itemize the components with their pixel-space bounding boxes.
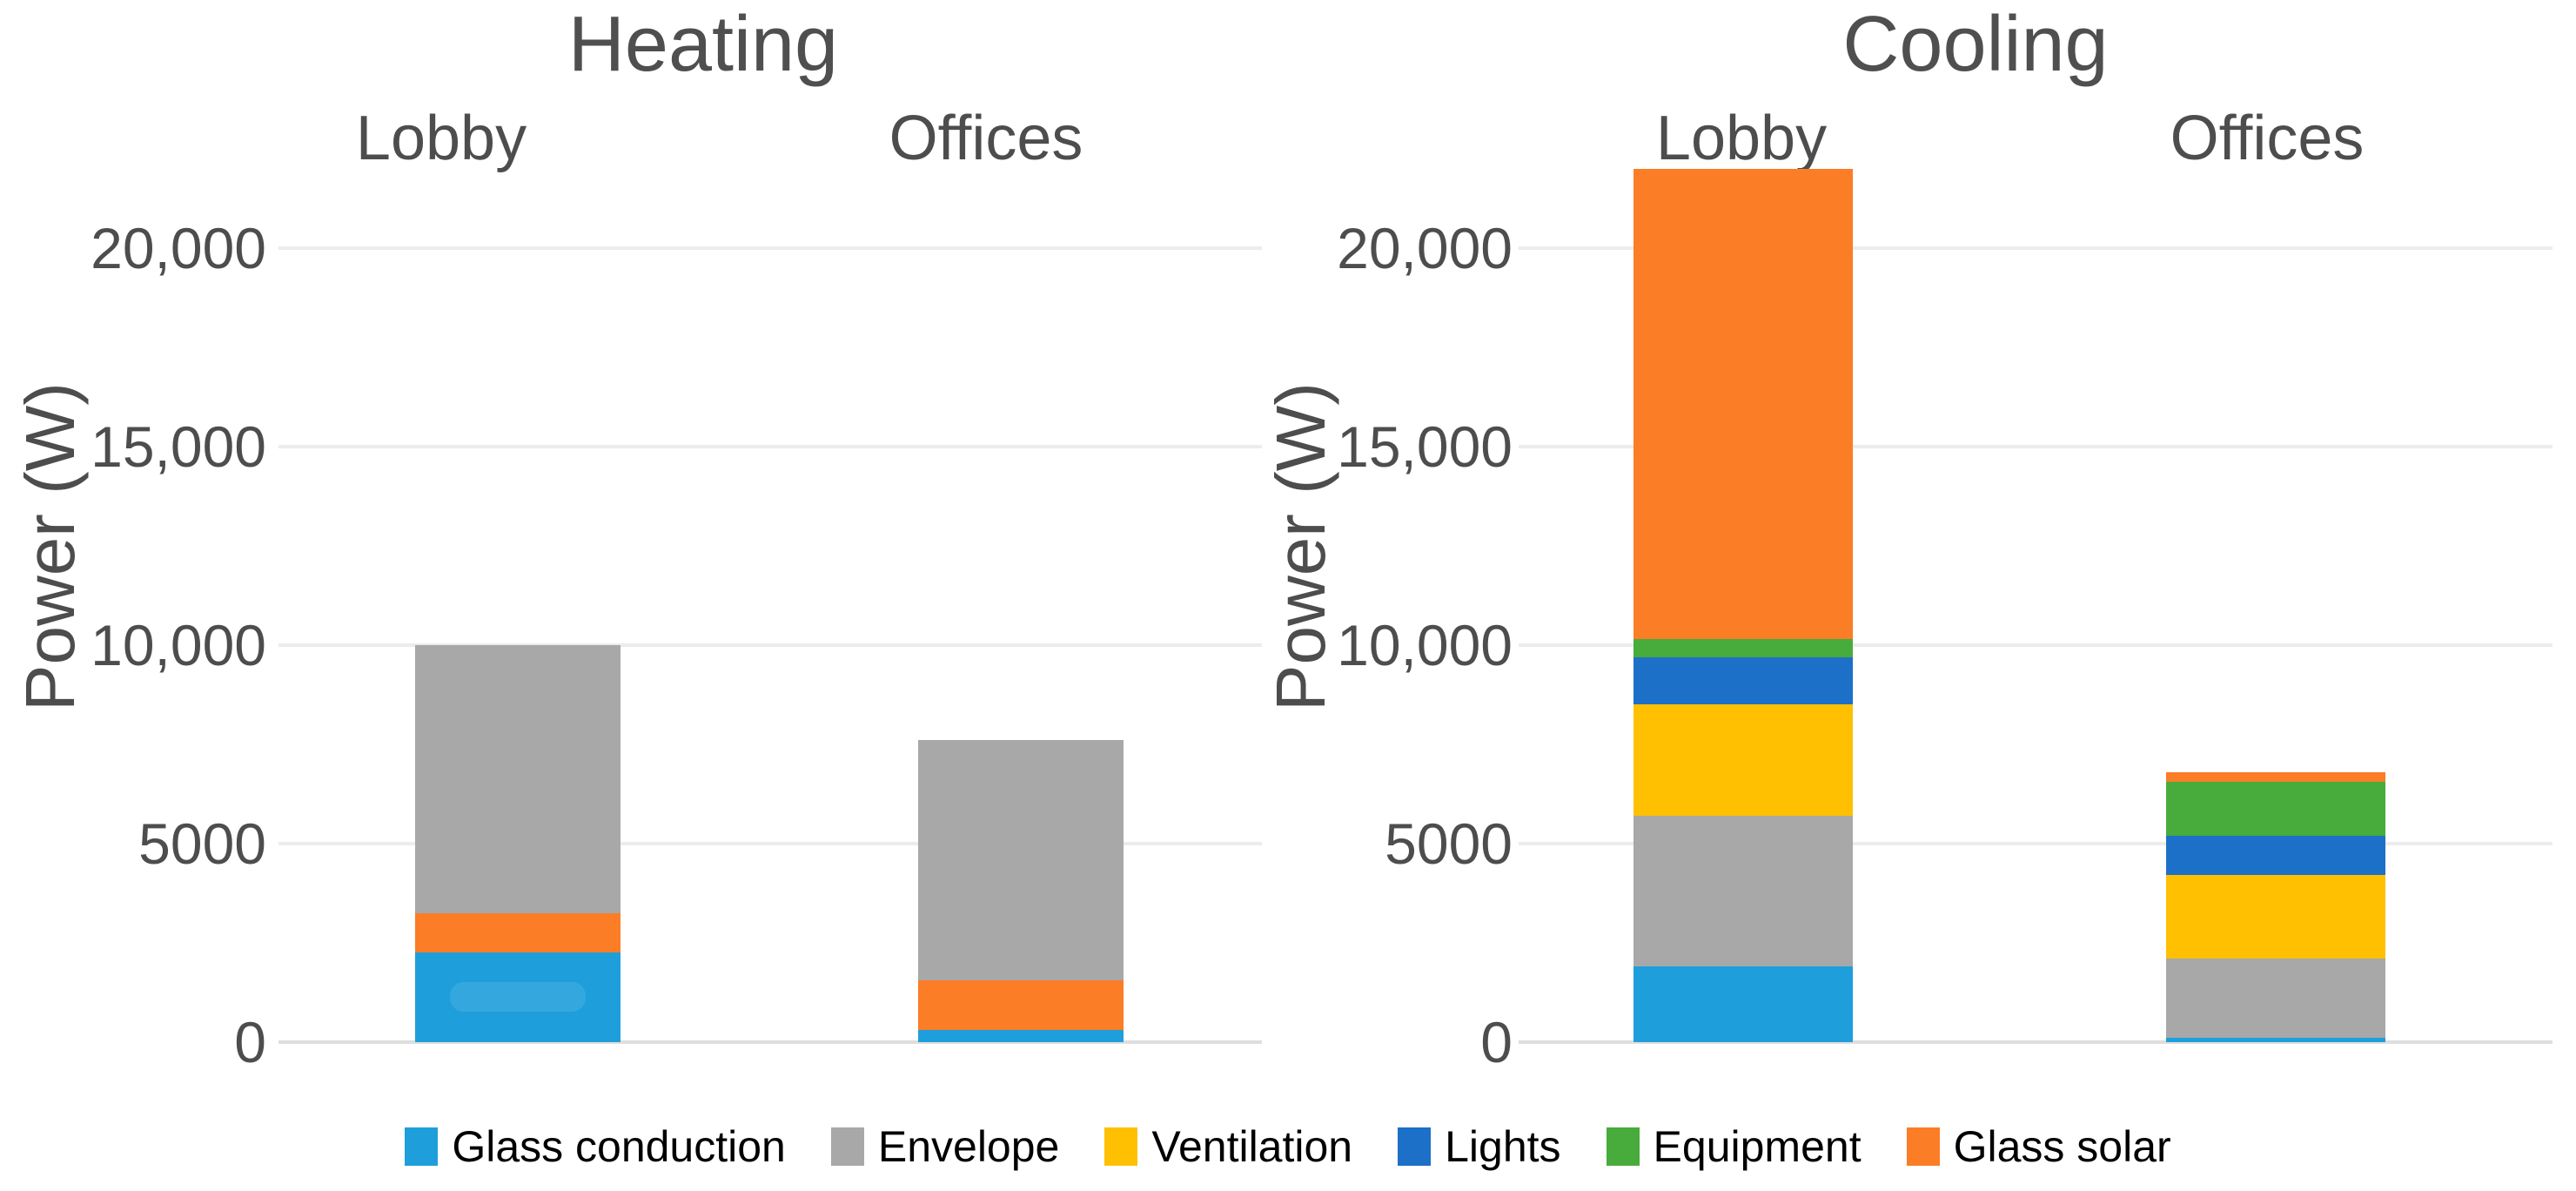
- tick-label-heating-10000: 10,000: [91, 613, 266, 677]
- bar-segment-heating-offices-envelope: [918, 740, 1124, 981]
- bar-segment-cooling-offices-lights: [2166, 835, 2385, 876]
- gridline-cooling-0: [1519, 1040, 2553, 1044]
- tick-label-heating-15000: 15,000: [91, 414, 266, 479]
- legend: Glass conduction Envelope Ventilation Light…: [0, 1116, 2576, 1177]
- bar-segment-heating-lobby-glass-solar: [415, 912, 621, 953]
- legend-label-ventilation: Ventilation: [1151, 1122, 1353, 1171]
- bar-highlight-artifact: [450, 982, 586, 1012]
- legend-label-glass-conduction: Glass conduction: [452, 1122, 786, 1171]
- bar-segment-cooling-offices-ventilation: [2166, 875, 2385, 959]
- heating-panel-title: Heating: [567, 1, 839, 88]
- gridline-heating-20000: [278, 246, 1262, 250]
- legend-swatch-glass-solar: [1906, 1127, 1940, 1166]
- cooling-panel-title: Cooling: [1842, 1, 2109, 88]
- legend-label-envelope: Envelope: [877, 1122, 1060, 1171]
- column-label-cooling-lobby: Lobby: [1655, 104, 1828, 173]
- bar-segment-cooling-offices-envelope: [2166, 959, 2385, 1039]
- tick-label-cooling-15000: 15,000: [1337, 414, 1513, 479]
- bar-segment-heating-offices-glass-conduction: [918, 1030, 1124, 1042]
- gridline-cooling-10000: [1519, 643, 2553, 647]
- gridline-heating-10000: [278, 643, 1262, 647]
- bar-segment-cooling-lobby-glass-solar: [1633, 168, 1853, 640]
- bar-segment-cooling-offices-glass-conduction: [2166, 1038, 2385, 1042]
- bar-segment-heating-offices-glass-solar: [918, 980, 1124, 1031]
- cooling-y-axis-label: Power (W): [1262, 382, 1339, 711]
- legend-label-lights: Lights: [1445, 1122, 1561, 1171]
- tick-label-cooling-10000: 10,000: [1337, 613, 1513, 677]
- bar-segment-cooling-offices-equipment: [2166, 782, 2385, 836]
- bar-segment-cooling-lobby-ventilation: [1633, 704, 1853, 817]
- legend-swatch-glass-conduction: [405, 1127, 439, 1166]
- column-label-heating-lobby: Lobby: [355, 104, 527, 173]
- gridline-heating-5000: [278, 842, 1262, 845]
- heating-y-axis-label: Power (W): [11, 382, 89, 711]
- bar-segment-cooling-lobby-envelope: [1633, 816, 1853, 967]
- column-label-heating-offices: Offices: [889, 104, 1083, 173]
- tick-label-cooling-5000: 5000: [1385, 811, 1513, 876]
- legend-label-glass-solar: Glass solar: [1953, 1122, 2171, 1171]
- gridline-cooling-15000: [1519, 445, 2553, 448]
- legend-item-envelope: Envelope: [830, 1121, 1060, 1172]
- tick-label-heating-5000: 5000: [138, 811, 266, 876]
- tick-label-heating-0: 0: [234, 1010, 266, 1074]
- legend-label-equipment: Equipment: [1653, 1122, 1862, 1171]
- tick-label-heating-20000: 20,000: [91, 216, 266, 280]
- gridline-cooling-5000: [1519, 842, 2553, 845]
- legend-item-glass-conduction: Glass conduction: [405, 1121, 786, 1172]
- legend-item-ventilation: Ventilation: [1104, 1121, 1352, 1172]
- bar-segment-cooling-lobby-equipment: [1633, 639, 1853, 657]
- tick-label-cooling-0: 0: [1480, 1010, 1513, 1074]
- legend-swatch-equipment: [1606, 1127, 1640, 1166]
- legend-swatch-lights: [1398, 1127, 1432, 1166]
- legend-swatch-envelope: [830, 1127, 864, 1166]
- tick-label-cooling-20000: 20,000: [1337, 216, 1513, 280]
- bar-segment-cooling-lobby-lights: [1633, 656, 1853, 705]
- gridline-heating-0: [278, 1040, 1262, 1044]
- bar-segment-cooling-lobby-glass-conduction: [1633, 966, 1853, 1042]
- legend-item-lights: Lights: [1398, 1121, 1561, 1172]
- bar-segment-heating-lobby-envelope: [415, 645, 621, 913]
- legend-item-equipment: Equipment: [1606, 1121, 1862, 1172]
- gridline-cooling-20000: [1519, 246, 2553, 250]
- bar-segment-cooling-offices-glass-solar: [2166, 771, 2385, 783]
- legend-item-glass-solar: Glass solar: [1906, 1121, 2171, 1172]
- legend-swatch-ventilation: [1104, 1127, 1138, 1166]
- column-label-cooling-offices: Offices: [2170, 104, 2365, 173]
- gridline-heating-15000: [278, 445, 1262, 448]
- bar-segment-heating-lobby-glass-conduction: [415, 952, 621, 1042]
